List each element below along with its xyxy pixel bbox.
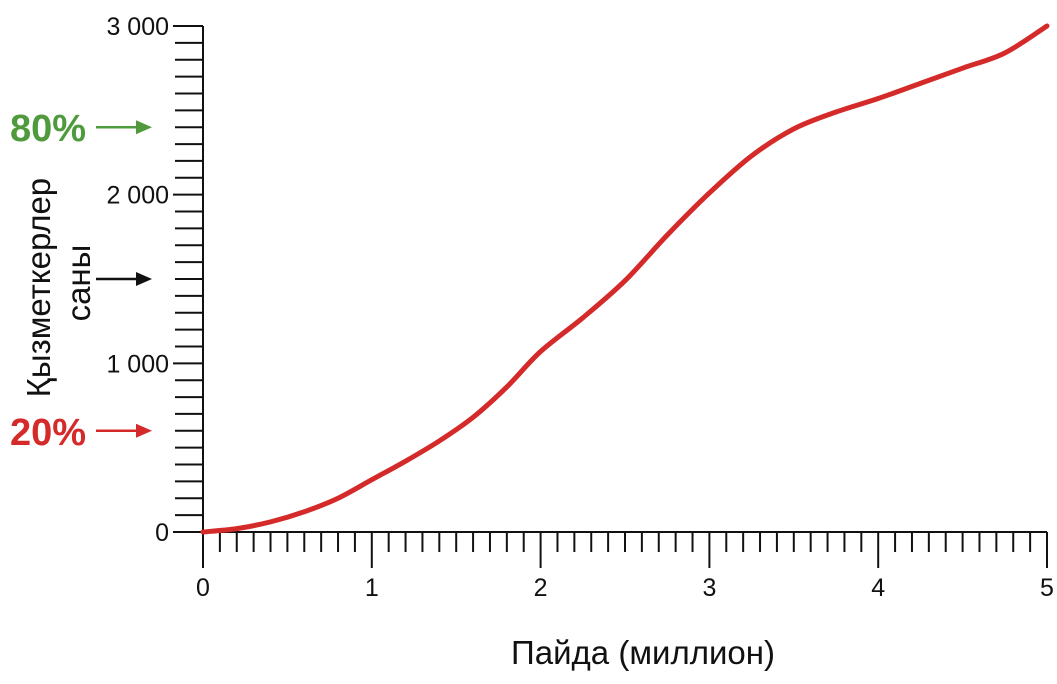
annotation-arrow-head [136, 120, 152, 135]
x-tick-label: 1 [365, 574, 379, 602]
x-tick-label: 0 [196, 574, 210, 602]
axes: 0 1 000 2 000 3 000 0 1 2 3 4 5 [106, 13, 1054, 602]
x-tick-label: 3 [702, 574, 716, 602]
y-axis-title-line-1: Қызметкерлер [20, 178, 57, 397]
x-tick-label: 5 [1040, 574, 1054, 602]
annotation-label: 80% [10, 108, 86, 150]
y-tick-label: 3 000 [106, 13, 169, 41]
series-layer [200, 23, 1050, 535]
y-axis-title-line-2: саны [60, 245, 97, 322]
x-tick-label: 2 [534, 574, 548, 602]
annotation-label: 20% [10, 412, 86, 454]
annotation-arrow-head [136, 423, 152, 438]
y-tick-label: 1 000 [106, 350, 169, 378]
series-line [200, 23, 1050, 535]
annotation-arrow-head [136, 272, 152, 286]
x-axis-title: Пайда (миллион) [511, 634, 775, 671]
y-tick-label: 2 000 [106, 182, 169, 210]
y-axis-title: Қызметкерлер саны [20, 169, 97, 398]
annotations: 80% 20% [10, 108, 152, 454]
y-tick-label: 0 [155, 519, 169, 547]
x-tick-label: 4 [871, 574, 885, 602]
